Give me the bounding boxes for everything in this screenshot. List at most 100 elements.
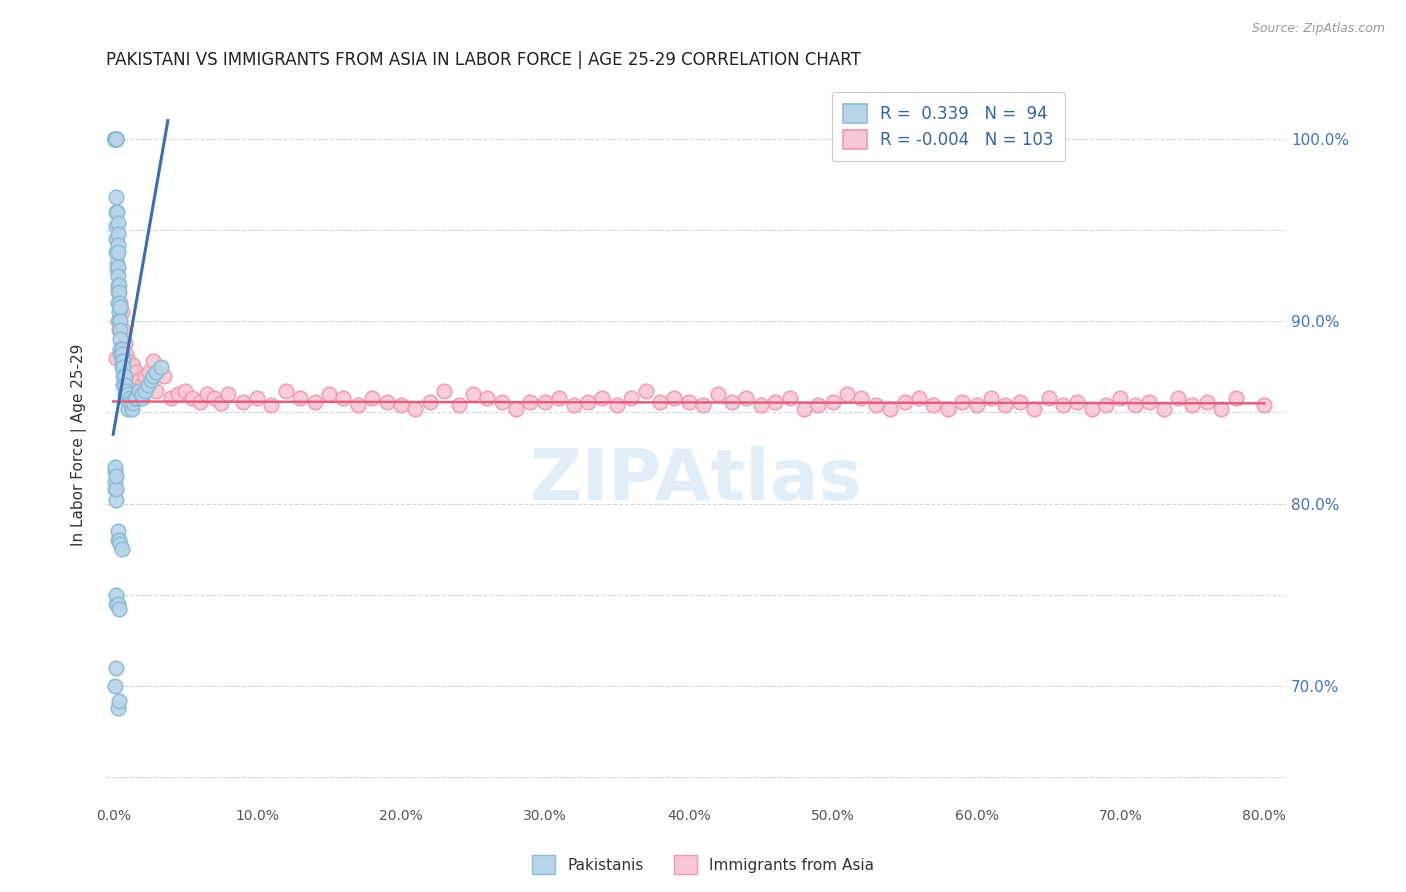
Point [107,597,129,611]
Point [139,373,162,387]
Point [111,342,134,356]
Point [188,394,211,409]
Point [104,464,127,478]
Point [1024,401,1046,416]
Point [209,396,232,410]
Point [118,359,141,374]
Point [112,354,135,368]
Point [1181,398,1204,412]
Point [117,394,139,409]
Point [678,394,700,409]
Point [793,401,815,416]
Point [104,132,127,146]
Point [124,391,146,405]
Point [105,482,128,496]
Point [980,391,1002,405]
Point [104,132,127,146]
Point [749,398,772,412]
Point [721,394,744,409]
Point [1052,398,1074,412]
Point [131,387,153,401]
Point [110,300,132,314]
Point [108,602,131,616]
Point [105,219,128,234]
Point [111,347,134,361]
Point [865,398,887,412]
Point [114,387,136,401]
Point [167,387,190,401]
Point [114,378,136,392]
Point [835,387,858,401]
Point [1080,401,1102,416]
Point [1109,391,1132,405]
Point [117,401,139,416]
Point [105,132,128,146]
Point [108,314,131,328]
Point [389,398,412,412]
Point [121,401,143,416]
Point [107,533,129,548]
Point [447,398,470,412]
Point [125,391,148,405]
Point [821,394,844,409]
Point [117,387,139,401]
Point [893,394,915,409]
Point [1195,394,1218,409]
Point [491,394,513,409]
Point [104,132,127,146]
Point [419,394,441,409]
Point [105,256,128,270]
Point [105,132,128,146]
Point [104,460,127,475]
Point [110,333,132,347]
Point [105,263,128,277]
Point [664,391,686,405]
Point [122,396,145,410]
Point [1095,398,1118,412]
Point [115,384,138,398]
Point [108,300,131,314]
Point [110,296,132,310]
Point [111,354,134,368]
Point [108,305,131,319]
Point [936,401,959,416]
Point [142,368,165,383]
Point [104,132,127,146]
Point [131,391,153,405]
Point [108,533,131,548]
Point [375,394,398,409]
Point [648,394,671,409]
Point [274,384,297,398]
Point [136,378,159,392]
Point [461,387,484,401]
Point [107,314,129,328]
Point [105,469,128,483]
Point [404,401,426,416]
Point [117,354,139,368]
Point [152,368,174,383]
Point [966,398,988,412]
Point [112,359,135,374]
Point [159,391,181,405]
Point [134,384,156,398]
Point [110,342,132,356]
Point [107,524,129,538]
Point [477,391,499,405]
Point [260,398,283,412]
Point [107,227,129,241]
Point [548,391,571,405]
Text: Source: ZipAtlas.com: Source: ZipAtlas.com [1251,22,1385,36]
Point [217,387,239,401]
Point [110,323,132,337]
Point [107,268,129,283]
Point [534,394,557,409]
Point [111,542,134,557]
Point [110,314,132,328]
Point [1008,394,1031,409]
Point [104,132,127,146]
Point [112,368,135,383]
Point [104,132,127,146]
Point [433,384,456,398]
Point [122,358,145,372]
Point [105,132,128,146]
